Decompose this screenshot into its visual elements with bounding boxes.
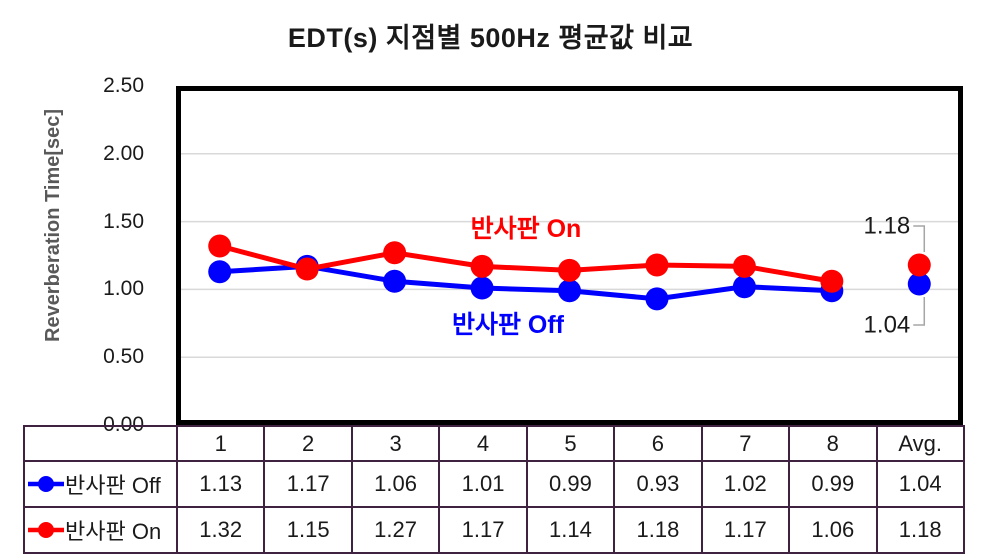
- data-point-marker: [470, 276, 494, 300]
- table-header-cell: 6: [613, 425, 703, 462]
- table-cell: 1.17: [438, 506, 528, 554]
- y-tick-label: 1.00: [103, 277, 144, 301]
- annotation-leader-line: [913, 296, 926, 326]
- table-cell: 1.18: [613, 506, 703, 554]
- plot-border: [176, 86, 963, 425]
- data-point-marker: [558, 279, 581, 303]
- data-point-marker: [295, 257, 319, 281]
- data-point-marker: [645, 253, 669, 277]
- data-point-marker: [208, 260, 232, 284]
- legend-label: 반사판 On: [65, 519, 162, 544]
- series-line: [219, 243, 833, 284]
- data-point-marker: [383, 241, 407, 265]
- legend-marker-icon: [28, 476, 64, 492]
- y-tick-label: 2.00: [103, 141, 144, 165]
- y-tick-label: 0.50: [103, 345, 144, 369]
- table-header-cell: 3: [350, 425, 441, 462]
- line-chart-plot-area: 반사판 On 반사판 Off 1.18 1.04: [176, 86, 963, 425]
- data-point-marker: [208, 234, 232, 258]
- table-cell: 1.06: [350, 460, 441, 508]
- table-cell: 1.02: [700, 460, 791, 508]
- data-table: 1 2 3 4 5 6 7 8 Avg. 반사판 Off 1.13 1.17 1.06 1.01 0.99…: [23, 425, 965, 554]
- table-cell: 1.17: [263, 460, 353, 508]
- table-cell: 1.18: [875, 506, 965, 554]
- chart-title: EDT(s) 지점별 500Hz 평균값 비교: [287, 23, 694, 53]
- table-header-cell: 5: [525, 425, 616, 462]
- data-point-marker: [383, 269, 407, 293]
- legend-marker-icon: [28, 522, 64, 538]
- annotation-leader-line: [913, 225, 926, 252]
- annotation-label: 1.04: [864, 311, 911, 338]
- legend-cell: 반사판 On: [23, 506, 178, 554]
- data-point-marker: [558, 258, 581, 282]
- data-point-marker: [470, 254, 494, 278]
- table-header-cell: 8: [788, 425, 878, 462]
- table-header-cell: 1: [175, 425, 266, 462]
- data-point-marker: [907, 272, 931, 296]
- data-point-marker: [732, 254, 756, 278]
- series-label: 반사판 On: [471, 215, 582, 243]
- y-axis-label: Reverberation Time[sec]: [42, 108, 64, 342]
- y-tick-label: 1.50: [103, 209, 144, 233]
- table-header-cell: 7: [700, 425, 791, 462]
- table-cell: 1.27: [350, 506, 441, 554]
- table-cell: 1.14: [525, 506, 616, 554]
- table-row: 반사판 Off 1.13 1.17 1.06 1.01 0.99 0.93 1.02 0.99 1…: [23, 460, 965, 508]
- data-point-marker: [820, 269, 844, 293]
- table-row: 반사판 On 1.32 1.15 1.27 1.17 1.14 1.18 1.17 1.06 1.…: [23, 506, 965, 554]
- series-label: 반사판 Off: [452, 311, 565, 339]
- table-header-cell: Avg.: [875, 425, 965, 462]
- table-cell: 0.99: [788, 460, 878, 508]
- table-cell: 1.13: [175, 460, 266, 508]
- table-cell: 1.04: [875, 460, 965, 508]
- y-tick-label: 2.50: [103, 74, 144, 97]
- data-point-marker: [732, 275, 756, 299]
- table-header-cell: 4: [438, 425, 528, 462]
- table-header-cell: 2: [263, 425, 353, 462]
- table-cell: 0.99: [525, 460, 616, 508]
- table-corner-blank: [23, 425, 178, 462]
- annotation-label: 1.18: [864, 212, 911, 239]
- data-point-marker: [645, 287, 669, 311]
- legend-cell: 반사판 Off: [23, 460, 178, 508]
- table-cell: 1.17: [700, 506, 791, 554]
- table-cell: 1.01: [438, 460, 528, 508]
- table-cell: 1.32: [175, 506, 266, 554]
- table-cell: 1.06: [788, 506, 878, 554]
- table-header-row: 1 2 3 4 5 6 7 8 Avg.: [23, 425, 965, 462]
- table-cell: 0.93: [613, 460, 703, 508]
- data-point-marker: [907, 253, 931, 277]
- table-cell: 1.15: [263, 506, 353, 554]
- legend-label: 반사판 Off: [65, 473, 161, 498]
